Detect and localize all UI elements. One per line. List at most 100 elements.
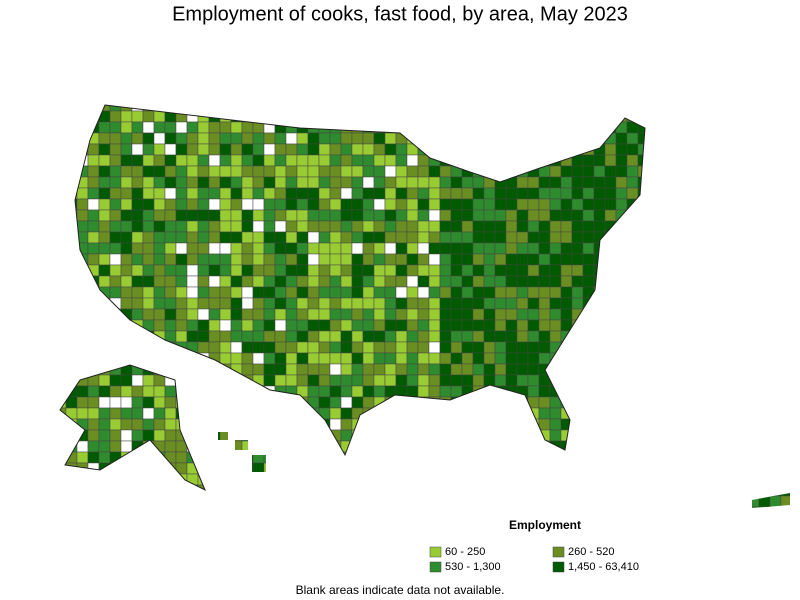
map-area bbox=[780, 209, 790, 222]
map-area bbox=[615, 451, 628, 464]
map-area bbox=[417, 231, 430, 244]
map-area bbox=[329, 352, 342, 365]
map-area bbox=[197, 253, 210, 266]
map-area bbox=[736, 297, 749, 310]
map-area bbox=[714, 187, 727, 200]
map-area bbox=[494, 440, 507, 453]
map-area bbox=[659, 143, 672, 156]
map-area bbox=[527, 105, 540, 112]
map-area bbox=[362, 363, 375, 376]
map-area bbox=[494, 209, 507, 222]
map-area bbox=[747, 462, 760, 475]
map-area bbox=[362, 110, 375, 123]
map-area bbox=[494, 506, 507, 508]
map-area bbox=[604, 165, 617, 178]
map-area bbox=[98, 308, 111, 321]
map-area bbox=[428, 187, 441, 200]
map-area bbox=[714, 462, 727, 475]
map-area bbox=[516, 407, 529, 420]
map-area bbox=[274, 462, 287, 475]
map-area bbox=[131, 198, 144, 211]
map-area bbox=[681, 418, 694, 431]
map-area bbox=[285, 484, 298, 497]
map-area bbox=[296, 132, 309, 145]
map-area bbox=[340, 308, 353, 321]
map-area bbox=[208, 429, 221, 442]
map-area bbox=[296, 330, 309, 343]
us-map bbox=[60, 105, 790, 508]
map-area bbox=[175, 418, 188, 431]
map-area bbox=[736, 154, 749, 167]
map-area bbox=[252, 319, 265, 332]
map-area bbox=[571, 253, 584, 266]
map-area bbox=[197, 385, 210, 398]
map-area bbox=[373, 264, 386, 277]
map-area bbox=[384, 209, 397, 222]
map-area bbox=[230, 374, 243, 387]
map-area bbox=[571, 363, 584, 376]
map-area bbox=[582, 385, 595, 398]
map-area bbox=[175, 154, 188, 167]
map-area bbox=[142, 495, 155, 508]
map-area bbox=[769, 363, 782, 376]
map-area bbox=[329, 242, 342, 255]
map-area bbox=[219, 110, 232, 123]
map-area bbox=[615, 110, 628, 123]
map-area bbox=[780, 143, 790, 156]
map-area bbox=[604, 187, 617, 200]
map-area bbox=[351, 506, 364, 508]
map-area bbox=[395, 121, 408, 134]
map-area bbox=[626, 451, 639, 464]
map-area bbox=[142, 484, 155, 497]
map-area bbox=[274, 297, 287, 310]
map-area bbox=[670, 275, 683, 288]
map-area bbox=[714, 407, 727, 420]
map-area bbox=[483, 407, 496, 420]
map-area bbox=[285, 495, 298, 508]
map-area bbox=[747, 264, 760, 277]
map-area bbox=[164, 407, 177, 420]
map-area bbox=[494, 484, 507, 497]
map-area bbox=[395, 407, 408, 420]
map-area bbox=[725, 286, 738, 299]
map-area bbox=[450, 451, 463, 464]
map-area bbox=[549, 506, 562, 508]
map-area bbox=[87, 418, 100, 431]
map-area bbox=[296, 242, 309, 255]
legend-swatch bbox=[429, 546, 442, 558]
map-area bbox=[285, 319, 298, 332]
map-area bbox=[780, 286, 790, 299]
map-area bbox=[769, 429, 782, 442]
map-area bbox=[131, 187, 144, 200]
map-area bbox=[131, 484, 144, 497]
map-area bbox=[450, 176, 463, 189]
map-area bbox=[593, 396, 606, 409]
map-area bbox=[604, 451, 617, 464]
map-area bbox=[263, 319, 276, 332]
map-area bbox=[230, 396, 243, 409]
map-area bbox=[549, 176, 562, 189]
map-area bbox=[714, 473, 727, 486]
map-area bbox=[76, 363, 89, 376]
map-area bbox=[648, 105, 661, 112]
map-area bbox=[505, 209, 518, 222]
map-area bbox=[527, 319, 540, 332]
map-area bbox=[395, 198, 408, 211]
map-area bbox=[736, 473, 749, 486]
map-area bbox=[263, 242, 276, 255]
map-area bbox=[340, 231, 353, 244]
map-area bbox=[472, 462, 485, 475]
map-area bbox=[428, 176, 441, 189]
map-area bbox=[428, 143, 441, 156]
map-area bbox=[505, 462, 518, 475]
map-area bbox=[186, 143, 199, 156]
map-area bbox=[109, 275, 122, 288]
map-area bbox=[703, 165, 716, 178]
map-area bbox=[472, 275, 485, 288]
map-area bbox=[637, 154, 650, 167]
map-area bbox=[758, 440, 771, 453]
map-area bbox=[549, 165, 562, 178]
map-area bbox=[208, 308, 221, 321]
map-area bbox=[142, 462, 155, 475]
map-area bbox=[131, 242, 144, 255]
